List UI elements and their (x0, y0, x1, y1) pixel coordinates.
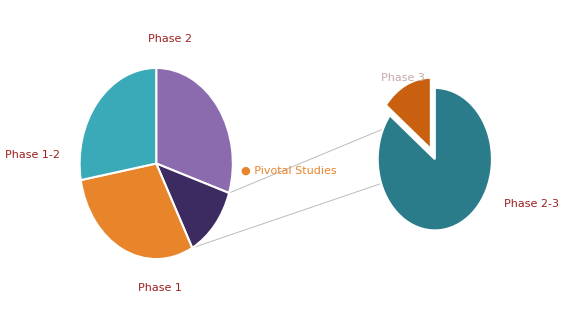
Wedge shape (81, 164, 192, 259)
Text: Phase 1: Phase 1 (138, 284, 181, 293)
Text: Phase 2-3: Phase 2-3 (505, 199, 560, 209)
Wedge shape (378, 88, 492, 231)
Text: Phase 2: Phase 2 (148, 34, 192, 43)
Wedge shape (79, 68, 156, 180)
Wedge shape (156, 68, 233, 193)
Text: ● Pivotal Studies: ● Pivotal Studies (241, 165, 337, 176)
Text: Phase 3: Phase 3 (380, 73, 424, 83)
Wedge shape (386, 78, 431, 149)
Text: Phase 1-2: Phase 1-2 (5, 150, 60, 160)
Wedge shape (156, 164, 229, 248)
